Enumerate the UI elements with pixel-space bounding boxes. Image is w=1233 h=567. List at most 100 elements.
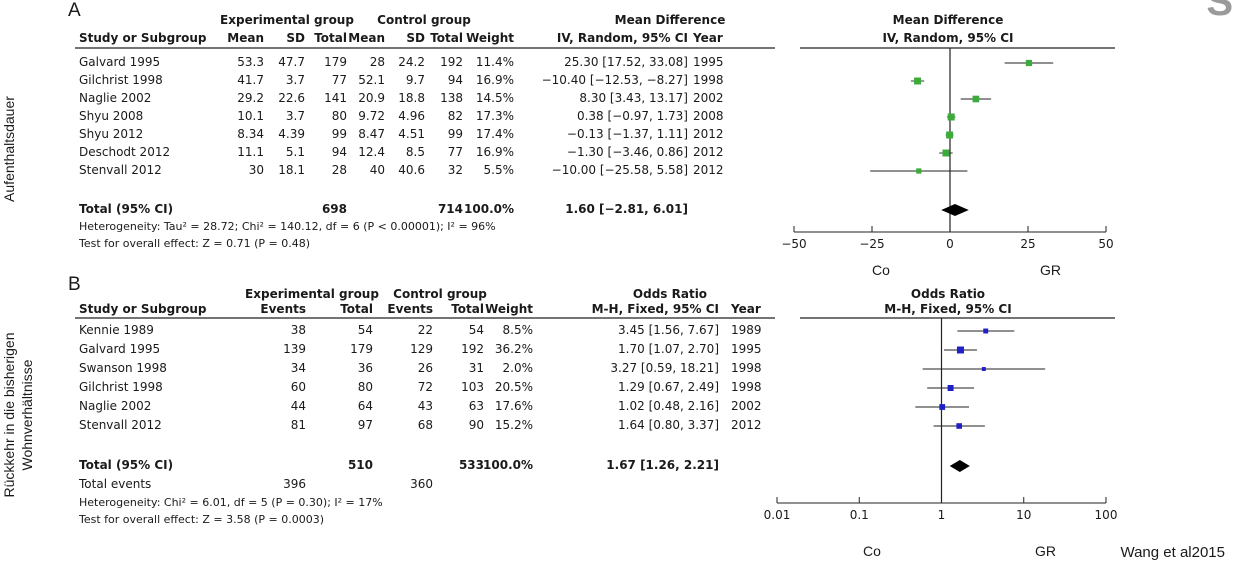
data-cell: 4.51: [398, 127, 425, 141]
year-cell: 1989: [731, 323, 762, 337]
data-cell: 8.5: [405, 145, 425, 159]
point-estimate-marker: [956, 423, 962, 429]
x-tick-label: −50: [781, 237, 806, 251]
study-name: Naglie 2002: [79, 399, 152, 413]
direction-label-right: GR: [1035, 543, 1056, 559]
data-cell: 26: [417, 361, 433, 375]
plot-subheader: IV, Random, 95% CI: [882, 31, 1014, 45]
weight-cell: 2.0%: [502, 361, 534, 375]
data-cell: 36: [357, 361, 373, 375]
x-tick-label: 0.1: [850, 508, 869, 522]
year-cell: 2012: [693, 145, 724, 159]
data-cell: 8.34: [237, 127, 264, 141]
year-cell: 2002: [731, 399, 762, 413]
column-header: Events: [387, 302, 433, 316]
point-estimate-marker: [914, 77, 922, 85]
data-cell: 29.2: [237, 91, 264, 105]
group-header-effect: Odds Ratio: [632, 287, 708, 301]
ci-cell: −10.40 [−12.53, −8.27]: [541, 73, 688, 87]
year-cell: 2012: [693, 127, 724, 141]
data-cell: 22: [417, 323, 433, 337]
data-cell: 103: [461, 380, 484, 394]
heterogeneity-note: Heterogeneity: Tau² = 28.72; Chi² = 140.…: [79, 220, 496, 233]
total-label: Total (95% CI): [79, 202, 174, 216]
year-cell: 1995: [693, 55, 724, 69]
study-name: Stenvall 2012: [79, 163, 162, 177]
column-header: Study or Subgroup: [79, 31, 207, 45]
group-header-experimental: Experimental group: [245, 287, 379, 301]
group-header-plot: Mean Difference: [892, 13, 1004, 27]
data-cell: 81: [290, 418, 306, 432]
x-tick-label: 10: [1016, 508, 1031, 522]
data-cell: 5.1: [285, 145, 305, 159]
weight-cell: 17.3%: [475, 109, 514, 123]
weight-cell: 8.5%: [502, 323, 534, 337]
total-control: 714: [437, 202, 463, 216]
column-header: Weight: [466, 31, 514, 45]
data-cell: 99: [331, 127, 347, 141]
heterogeneity-note: Test for overall effect: Z = 3.58 (P = 0…: [79, 513, 324, 526]
data-cell: 179: [350, 342, 373, 356]
total-events-control: 360: [410, 477, 433, 491]
ci-cell: −1.30 [−3.46, 0.86]: [566, 145, 688, 159]
data-cell: 34: [290, 361, 306, 375]
heterogeneity-note: Test for overall effect: Z = 0.71 (P = 0…: [79, 237, 310, 250]
group-header-experimental: Experimental group: [220, 13, 354, 27]
data-cell: 94: [331, 145, 347, 159]
study-name: Deschodt 2012: [79, 145, 171, 159]
data-cell: 139: [283, 342, 306, 356]
point-estimate-marker: [947, 384, 954, 392]
total-events-label: Total events: [79, 477, 152, 491]
column-header: Total: [314, 31, 347, 45]
direction-label-left: Co: [863, 543, 881, 559]
x-tick-label: 100: [1095, 508, 1118, 522]
data-cell: 47.7: [278, 55, 305, 69]
weight-cell: 17.6%: [494, 399, 533, 413]
data-cell: 38: [290, 323, 306, 337]
data-cell: 80: [357, 380, 373, 394]
data-cell: 54: [468, 323, 484, 337]
data-cell: 52.1: [358, 73, 385, 87]
point-estimate-marker: [916, 168, 922, 174]
panel-letter: B: [68, 274, 81, 295]
panel-letter: A: [68, 0, 81, 21]
column-header: Total: [340, 302, 373, 316]
heterogeneity-note: Heterogeneity: Chi² = 6.01, df = 5 (P = …: [79, 496, 383, 509]
point-estimate-marker: [981, 367, 986, 371]
study-name: Gilchrist 1998: [79, 380, 163, 394]
total-experimental: 510: [347, 458, 373, 472]
data-cell: 77: [447, 145, 463, 159]
data-cell: 94: [447, 73, 463, 87]
group-header-plot: Odds Ratio: [910, 287, 986, 301]
column-header: Total: [430, 31, 463, 45]
data-cell: 54: [357, 323, 373, 337]
data-cell: 9.7: [405, 73, 425, 87]
weight-cell: 11.4%: [475, 55, 514, 69]
weight-cell: 16.9%: [475, 145, 514, 159]
group-header-effect: Mean Difference: [614, 13, 726, 27]
data-cell: 138: [440, 91, 463, 105]
column-header: M-H, Fixed, 95% CI: [591, 302, 719, 316]
weight-cell: 15.2%: [494, 418, 533, 432]
ci-cell: 1.64 [0.80, 3.37]: [618, 418, 719, 432]
data-cell: 28: [369, 55, 385, 69]
pooled-estimate-diamond: [941, 204, 969, 216]
ci-cell: 1.70 [1.07, 2.70]: [618, 342, 719, 356]
ci-cell: −0.13 [−1.37, 1.11]: [566, 127, 688, 141]
data-cell: 179: [324, 55, 347, 69]
data-cell: 53.3: [237, 55, 264, 69]
column-header: Study or Subgroup: [79, 302, 207, 316]
direction-label-left: Co: [872, 262, 890, 278]
column-header: SD: [286, 31, 305, 45]
data-cell: 64: [357, 399, 373, 413]
data-cell: 72: [417, 380, 433, 394]
group-header-control: Control group: [377, 13, 471, 27]
data-cell: 18.1: [278, 163, 305, 177]
total-weight: 100.0%: [483, 458, 533, 472]
weight-cell: 20.5%: [494, 380, 533, 394]
data-cell: 28: [331, 163, 347, 177]
data-cell: 129: [410, 342, 433, 356]
data-cell: 40.6: [398, 163, 425, 177]
